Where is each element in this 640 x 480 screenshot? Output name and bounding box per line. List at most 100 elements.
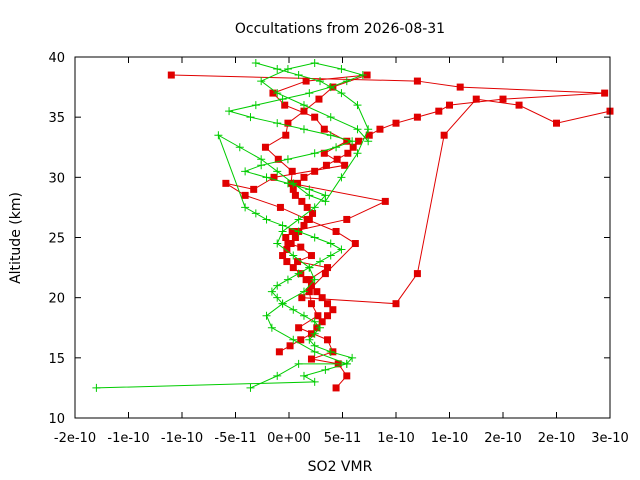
data-point [310, 203, 319, 212]
data-point [344, 149, 352, 157]
y-tick-label: 10 [48, 412, 65, 427]
data-point [349, 143, 357, 151]
data-point [440, 131, 448, 139]
y-tick-label: 40 [48, 51, 65, 66]
data-point [307, 252, 315, 260]
data-point [353, 149, 362, 158]
data-point [257, 77, 266, 86]
data-point [289, 305, 298, 314]
data-point [281, 101, 289, 109]
series-3 [225, 59, 373, 392]
data-point [273, 281, 282, 290]
data-point [246, 113, 255, 122]
data-point [343, 215, 351, 223]
data-point [297, 336, 305, 344]
data-point [332, 384, 340, 392]
data-point [167, 71, 175, 79]
data-point [288, 167, 296, 175]
data-point [324, 300, 332, 308]
data-point [299, 287, 308, 296]
data-point [348, 137, 357, 146]
x-tick-label: -2e-10 [54, 431, 96, 446]
data-point [320, 125, 328, 133]
data-point [273, 89, 282, 98]
data-point [310, 275, 319, 284]
x-tick-label: -5e-11 [214, 431, 256, 446]
data-point [305, 288, 313, 296]
y-tick-label: 25 [48, 232, 65, 247]
data-point [326, 347, 335, 356]
data-point [343, 137, 351, 145]
series-line [171, 74, 605, 353]
data-point [273, 119, 282, 128]
data-point [273, 371, 282, 380]
x-tick-label: 3e-10 [591, 431, 629, 446]
data-point [311, 167, 319, 175]
data-point [294, 179, 302, 187]
data-point [278, 299, 287, 308]
data-point [273, 239, 282, 248]
data-point [313, 288, 321, 296]
data-point [300, 173, 308, 181]
data-point [310, 59, 319, 68]
data-point [283, 179, 292, 188]
data-point [295, 324, 303, 332]
data-point [283, 155, 292, 164]
data-point [376, 125, 384, 133]
data-point [294, 227, 303, 236]
data-point [251, 209, 260, 218]
data-point [318, 318, 326, 326]
data-point [250, 185, 258, 193]
data-point [279, 252, 287, 260]
data-point [472, 95, 480, 103]
data-point [257, 161, 266, 170]
data-point [324, 312, 332, 320]
data-point [351, 240, 359, 248]
data-point [326, 239, 335, 248]
data-point [601, 89, 609, 97]
series-2 [92, 59, 373, 392]
data-point [324, 336, 332, 344]
data-point [283, 275, 292, 284]
data-point [381, 197, 389, 205]
data-point [273, 65, 282, 74]
data-point [309, 209, 317, 217]
data-point [326, 83, 335, 92]
data-point [282, 234, 290, 241]
data-point [324, 264, 332, 272]
data-point [303, 203, 311, 211]
data-point [364, 137, 373, 146]
data-point [314, 312, 322, 320]
data-point [298, 197, 306, 205]
data-point [321, 270, 329, 278]
data-point [316, 257, 325, 266]
data-point [310, 317, 319, 326]
data-point [299, 311, 308, 320]
data-point [283, 246, 291, 254]
data-point [310, 233, 319, 242]
data-point [358, 71, 367, 80]
data-point [337, 173, 346, 182]
data-point [305, 215, 313, 223]
data-point [341, 161, 349, 169]
data-point [283, 258, 291, 266]
data-point [553, 119, 560, 127]
data-point [241, 203, 250, 212]
data-point [299, 371, 308, 380]
data-point [294, 269, 303, 278]
data-point [353, 125, 362, 134]
data-point [307, 282, 315, 290]
data-point [329, 306, 337, 314]
x-tick-label: -1e-10 [161, 431, 203, 446]
data-point [446, 101, 453, 109]
data-point [214, 131, 223, 140]
data-point [343, 372, 351, 380]
data-point [342, 77, 351, 86]
data-point [326, 113, 335, 122]
data-point [305, 263, 314, 272]
data-point [289, 251, 298, 260]
data-point [294, 71, 303, 80]
data-point [225, 107, 234, 116]
data-point [300, 107, 308, 115]
x-tick-label: -1e-10 [107, 431, 149, 446]
